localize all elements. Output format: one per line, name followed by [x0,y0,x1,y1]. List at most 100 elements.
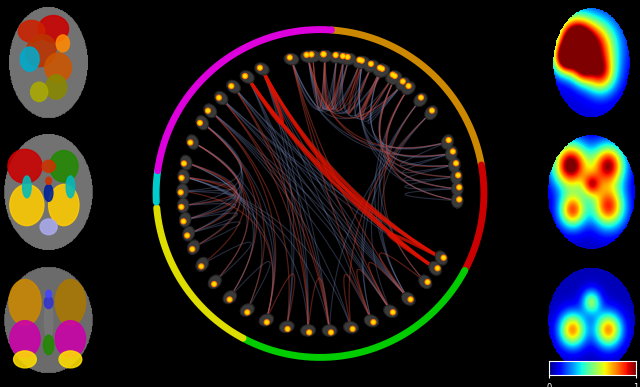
Ellipse shape [300,51,316,63]
Circle shape [212,282,216,286]
Circle shape [230,85,233,87]
Circle shape [321,52,326,57]
Ellipse shape [184,228,193,240]
Circle shape [182,161,186,166]
Text: 18: 18 [184,268,193,277]
Circle shape [321,52,326,57]
Ellipse shape [59,351,82,368]
Circle shape [451,150,454,153]
Ellipse shape [364,60,379,72]
Ellipse shape [441,135,454,149]
Circle shape [178,190,183,195]
Circle shape [330,331,332,334]
Circle shape [181,219,186,224]
Ellipse shape [403,83,414,94]
Text: 55: 55 [433,288,442,297]
Ellipse shape [10,185,44,226]
Ellipse shape [447,147,456,159]
Ellipse shape [46,177,51,185]
Text: 6: 6 [384,53,390,58]
Circle shape [457,185,461,190]
Circle shape [304,52,309,57]
Ellipse shape [216,92,227,104]
Ellipse shape [186,135,199,149]
Ellipse shape [426,107,436,118]
Circle shape [207,109,209,112]
Ellipse shape [452,183,462,195]
Ellipse shape [355,57,370,69]
Text: 27: 27 [344,38,350,47]
Circle shape [180,176,183,179]
Circle shape [378,65,382,70]
Circle shape [392,311,394,313]
Circle shape [212,283,216,286]
Ellipse shape [430,262,440,274]
Circle shape [310,53,313,56]
Ellipse shape [45,53,72,82]
Text: 21: 21 [468,199,478,204]
Ellipse shape [177,183,189,199]
Ellipse shape [10,320,40,357]
Text: 20: 20 [428,84,437,94]
Ellipse shape [373,63,388,76]
Text: 14: 14 [251,50,259,60]
Text: 53: 53 [374,331,381,341]
Ellipse shape [449,157,460,173]
Circle shape [328,330,333,335]
Text: 51: 51 [173,132,182,140]
Ellipse shape [302,326,314,335]
Ellipse shape [365,61,378,71]
Ellipse shape [452,171,461,183]
Circle shape [408,297,413,302]
Circle shape [456,173,461,178]
Circle shape [287,55,292,60]
Circle shape [345,55,350,60]
Ellipse shape [181,156,191,169]
Ellipse shape [341,53,356,65]
Text: 19: 19 [414,306,424,316]
Circle shape [426,281,429,283]
Ellipse shape [197,117,207,128]
Text: 26: 26 [162,188,171,194]
Ellipse shape [228,81,239,92]
Circle shape [390,72,395,77]
Ellipse shape [305,50,321,62]
Ellipse shape [177,198,189,213]
Ellipse shape [364,315,379,327]
Circle shape [179,191,182,194]
Text: 8: 8 [236,60,242,67]
Circle shape [454,162,458,164]
Circle shape [441,255,446,260]
Circle shape [447,139,450,142]
Circle shape [407,84,410,87]
Text: 5: 5 [460,133,465,139]
Circle shape [340,54,346,58]
Text: 52: 52 [168,235,178,242]
Circle shape [351,327,354,330]
Ellipse shape [255,63,269,75]
Text: 10: 10 [163,172,172,178]
Circle shape [285,327,290,331]
Ellipse shape [435,251,448,265]
Circle shape [392,74,397,79]
Text: 36: 36 [395,320,403,330]
Circle shape [358,58,361,61]
Circle shape [425,279,430,284]
Ellipse shape [179,212,191,228]
Ellipse shape [385,306,397,316]
Ellipse shape [55,320,86,357]
Text: 39: 39 [198,288,207,297]
Circle shape [357,57,362,62]
Circle shape [191,248,194,250]
Ellipse shape [179,171,188,183]
Ellipse shape [49,151,78,182]
Ellipse shape [180,214,190,226]
Circle shape [457,197,461,202]
Ellipse shape [42,160,55,172]
Circle shape [346,56,349,58]
Text: 17: 17 [309,36,315,45]
Text: 54: 54 [184,110,193,119]
Circle shape [182,220,185,223]
Circle shape [305,53,308,56]
Ellipse shape [205,105,216,116]
